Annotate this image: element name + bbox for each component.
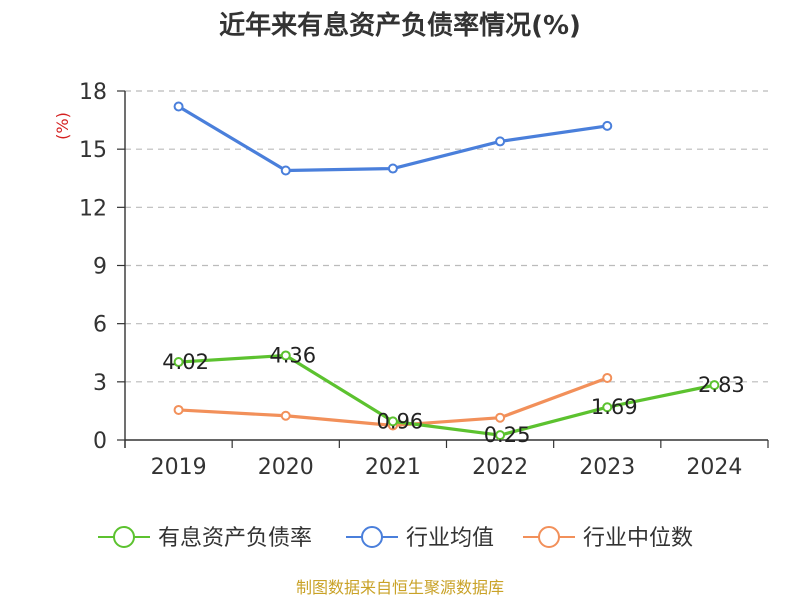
legend-label: 行业均值 xyxy=(406,526,494,551)
data-point xyxy=(602,120,613,131)
data-label: 1.69 xyxy=(591,395,638,419)
data-label: 2.83 xyxy=(698,373,745,397)
series-line xyxy=(177,105,608,173)
data-labels: 4.02 4.36 0.96 0.25 1.69 2.83 xyxy=(162,343,745,447)
y-tick-label: 9 xyxy=(93,255,107,280)
legend-item[interactable]: 行业均值 xyxy=(346,526,494,551)
data-point xyxy=(280,165,291,176)
data-point xyxy=(387,163,398,174)
legend-label: 有息资产负债率 xyxy=(158,526,312,551)
source-note: 制图数据来自恒生聚源数据库 xyxy=(296,578,504,597)
x-tick-label: 2020 xyxy=(258,455,314,480)
x-tick-label: 2023 xyxy=(579,455,635,480)
data-point xyxy=(495,430,506,441)
legend-marker-icon xyxy=(113,526,135,548)
y-tick-label: 15 xyxy=(79,138,107,163)
data-label: 0.96 xyxy=(377,409,424,433)
x-tick-label: 2019 xyxy=(151,455,207,480)
y-tick-label: 3 xyxy=(93,371,107,396)
legend[interactable]: 有息资产负债率 行业均值 行业中位数 xyxy=(98,526,693,551)
data-point xyxy=(709,380,720,391)
data-point xyxy=(495,136,506,147)
data-point xyxy=(602,372,613,383)
chart-title: 近年来有息资产负债率情况(%) xyxy=(219,10,581,41)
axes: 0 3 6 9 12 15 18 2019 2020 2021 2022 2023 2024 xyxy=(79,80,769,480)
y-tick-label: 0 xyxy=(93,429,107,454)
series-lines xyxy=(173,101,720,441)
x-tick-label: 2021 xyxy=(365,455,421,480)
legend-marker-icon xyxy=(538,526,560,548)
data-point xyxy=(602,402,613,413)
x-tick-label: 2024 xyxy=(686,455,742,480)
data-point xyxy=(387,416,398,427)
grid-lines xyxy=(125,90,768,383)
data-point xyxy=(495,412,506,423)
legend-marker-icon xyxy=(361,526,383,548)
y-tick-label: 6 xyxy=(93,313,107,338)
data-point xyxy=(280,350,291,361)
legend-item[interactable]: 有息资产负债率 xyxy=(98,526,312,551)
series-line xyxy=(178,353,715,437)
data-label: 4.02 xyxy=(162,350,209,374)
legend-item[interactable]: 行业中位数 xyxy=(523,526,693,551)
data-label: 4.36 xyxy=(269,343,316,367)
data-point xyxy=(280,410,291,421)
data-point xyxy=(173,357,184,368)
legend-label: 行业中位数 xyxy=(583,526,693,551)
y-axis-unit: (%) xyxy=(53,112,72,140)
y-tick-label: 18 xyxy=(79,80,107,105)
data-point xyxy=(173,101,184,112)
x-tick-label: 2022 xyxy=(472,455,528,480)
y-tick-label: 12 xyxy=(79,196,107,221)
data-point xyxy=(173,404,184,415)
data-label: 0.25 xyxy=(484,423,531,447)
